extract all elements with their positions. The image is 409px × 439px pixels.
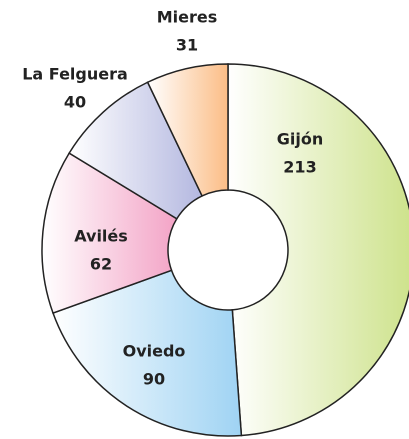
value-label: 31 [176,36,198,55]
value-label: 62 [90,255,112,274]
slice-label: Gijón [277,130,323,149]
slice-label: Mieres [157,8,218,27]
slice-label: Oviedo [123,342,186,361]
value-label: 40 [64,93,86,112]
slice [41,152,178,315]
value-label: 90 [143,370,165,389]
value-label: 213 [283,158,316,177]
slice [227,63,409,437]
slice [52,269,243,437]
slice-label: Avilés [74,227,128,246]
slice [146,63,229,197]
slice-label: La Felguera [22,65,128,84]
